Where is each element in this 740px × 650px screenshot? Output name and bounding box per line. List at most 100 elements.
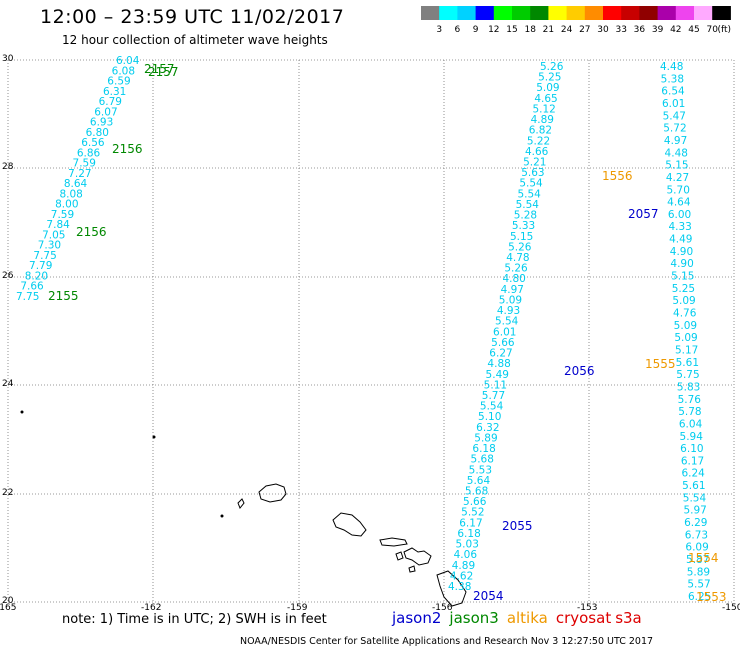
wave-height-value: 6.25 <box>688 591 711 603</box>
color-swatch <box>493 6 513 20</box>
wave-height-value: 4.89 <box>452 560 475 572</box>
color-swatch <box>657 6 677 20</box>
color-swatch <box>475 6 495 20</box>
wave-height-value: 5.28 <box>514 210 537 222</box>
wave-height-value: 5.33 <box>512 220 535 232</box>
color-scale-bar: 3 6 9 12 15 18 21 24 27 30 33 36 39 42 45 70 (ft) <box>421 6 731 35</box>
wave-height-value: 6.17 <box>681 455 704 467</box>
wave-height-value: 5.54 <box>517 188 541 200</box>
wave-height-value: 5.54 <box>480 401 504 413</box>
wave-height-value: 5.26 <box>508 241 532 253</box>
wave-height-value: 5.15 <box>510 231 533 243</box>
wave-height-value: 6.59 <box>107 76 130 88</box>
wave-height-value: 7.79 <box>29 260 52 272</box>
map-grid <box>7 59 735 603</box>
wave-height-value: 5.49 <box>486 369 509 381</box>
color-scale-label: 6 <box>455 25 461 35</box>
color-scale-label: 42 <box>670 25 681 35</box>
color-swatch <box>712 6 731 20</box>
wave-height-value: 6.93 <box>90 117 113 129</box>
pass-time-label: 1555 <box>645 357 676 371</box>
color-swatch <box>566 6 586 20</box>
footer-credit: NOAA/NESDIS Center for Satellite Applica… <box>240 636 654 647</box>
wave-height-value: 5.57 <box>687 579 710 591</box>
hawaii-islands <box>20 410 467 607</box>
pass-time-label: 1554 <box>688 551 719 565</box>
wave-height-value: 5.94 <box>680 431 704 443</box>
color-scale-label: 9 <box>473 25 479 35</box>
track-a-values: 6.046.086.596.316.796.076.936.806.566.86… <box>16 55 140 303</box>
wave-height-value: 6.17 <box>459 517 482 529</box>
wave-height-value: 6.04 <box>679 418 703 430</box>
wave-height-value: 8.08 <box>59 188 82 200</box>
wave-height-value: 5.89 <box>687 566 710 578</box>
color-scale-label: 24 <box>561 25 573 35</box>
wave-height-value: 4.93 <box>497 305 520 317</box>
wave-height-value: 5.53 <box>469 464 492 476</box>
wave-height-value: 7.27 <box>68 168 91 180</box>
track-c-values: 4.485.386.546.015.475.724.974.485.154.27… <box>660 61 711 603</box>
wave-height-value: 6.79 <box>99 96 122 108</box>
wave-height-value: 7.59 <box>73 158 96 170</box>
latitude-label: 30 <box>2 54 14 64</box>
wave-height-value: 5.22 <box>527 135 550 147</box>
color-scale-label: 12 <box>488 25 499 35</box>
wave-height-value: 5.87 <box>686 554 709 566</box>
wave-height-value: 4.76 <box>673 308 697 320</box>
wave-height-value: 5.25 <box>538 72 561 84</box>
longitude-label: -162 <box>141 603 162 613</box>
wave-height-value: 5.15 <box>671 271 694 283</box>
island-islet-1 <box>20 410 24 414</box>
pass-time-label: 2157 <box>144 62 175 76</box>
island-kauai <box>258 483 287 503</box>
wave-height-value: 6.18 <box>472 443 495 455</box>
legend-altika: altika <box>506 609 548 627</box>
latitude-label: 20 <box>2 596 14 606</box>
island-maui <box>403 547 432 566</box>
latitude-label: 26 <box>2 271 14 281</box>
wave-height-value: 6.82 <box>529 125 552 137</box>
pass-time-label: 2056 <box>564 364 595 378</box>
color-swatch <box>439 6 458 20</box>
wave-height-value: 7.05 <box>42 229 65 241</box>
wave-height-value: 4.89 <box>531 114 554 126</box>
wave-height-value: 8.64 <box>64 178 88 190</box>
color-swatch <box>584 6 604 20</box>
pass-time-label: 2155 <box>48 289 79 303</box>
wave-height-value: 5.10 <box>478 411 501 423</box>
wave-height-value: 5.26 <box>504 263 528 275</box>
wave-height-value: 4.49 <box>669 234 692 246</box>
wave-height-value: 5.12 <box>532 103 555 115</box>
wave-height-value: 4.97 <box>664 135 687 147</box>
color-scale-label: 45 <box>688 25 699 35</box>
page-subtitle: 12 hour collection of altimeter wave hei… <box>62 33 328 47</box>
wave-height-value: 5.54 <box>495 316 519 328</box>
color-scale-label: 27 <box>579 25 590 35</box>
units-note: note: 1) Time is in UTC; 2) SWH is in fe… <box>62 612 327 627</box>
wave-height-value: 5.54 <box>519 178 543 190</box>
pass-time-label: 1553 <box>696 590 727 604</box>
island-molokai <box>379 537 408 547</box>
wave-height-value: 6.86 <box>77 147 101 159</box>
color-swatch <box>639 6 659 20</box>
island-lanai <box>395 551 404 561</box>
island-oahu <box>332 512 367 537</box>
wave-height-value: 5.17 <box>675 344 698 356</box>
wave-height-value: 6.07 <box>94 106 117 118</box>
wave-height-value: 4.48 <box>665 147 688 159</box>
wave-height-value: 5.66 <box>463 496 487 508</box>
wave-height-value: 4.97 <box>501 284 524 296</box>
legend-s3a: s3a <box>615 609 642 627</box>
longitude-label: -165 <box>0 603 17 613</box>
legend-cryosat: cryosat <box>555 609 612 627</box>
wave-height-value: 4.80 <box>502 273 525 285</box>
wave-height-value: 5.89 <box>474 432 497 444</box>
wave-height-value: 7.30 <box>38 240 61 252</box>
color-swatch <box>457 6 477 20</box>
wave-height-value: 4.90 <box>670 246 693 258</box>
wave-height-value: 7.75 <box>16 291 39 303</box>
wave-height-value: 5.52 <box>461 507 484 519</box>
color-swatch <box>621 6 640 20</box>
wave-height-value: 4.62 <box>450 570 473 582</box>
wave-height-value: 5.68 <box>465 485 488 497</box>
